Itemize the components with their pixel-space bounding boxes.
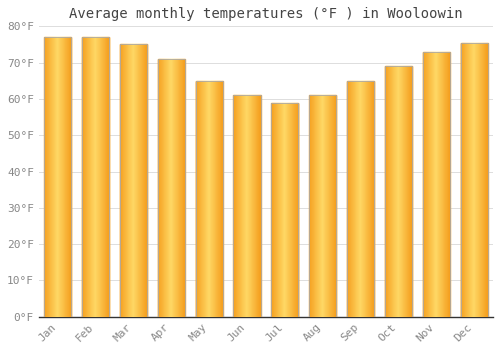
Bar	[422, 52, 450, 317]
Bar	[309, 95, 336, 317]
Bar	[196, 81, 223, 317]
Bar	[271, 103, 298, 317]
Bar	[120, 44, 147, 317]
Bar	[460, 43, 488, 317]
Bar	[234, 95, 260, 317]
Bar	[82, 37, 109, 317]
Bar	[385, 66, 412, 317]
Title: Average monthly temperatures (°F ) in Wooloowin: Average monthly temperatures (°F ) in Wo…	[69, 7, 462, 21]
Bar	[44, 37, 72, 317]
Bar	[158, 59, 185, 317]
Bar	[347, 81, 374, 317]
